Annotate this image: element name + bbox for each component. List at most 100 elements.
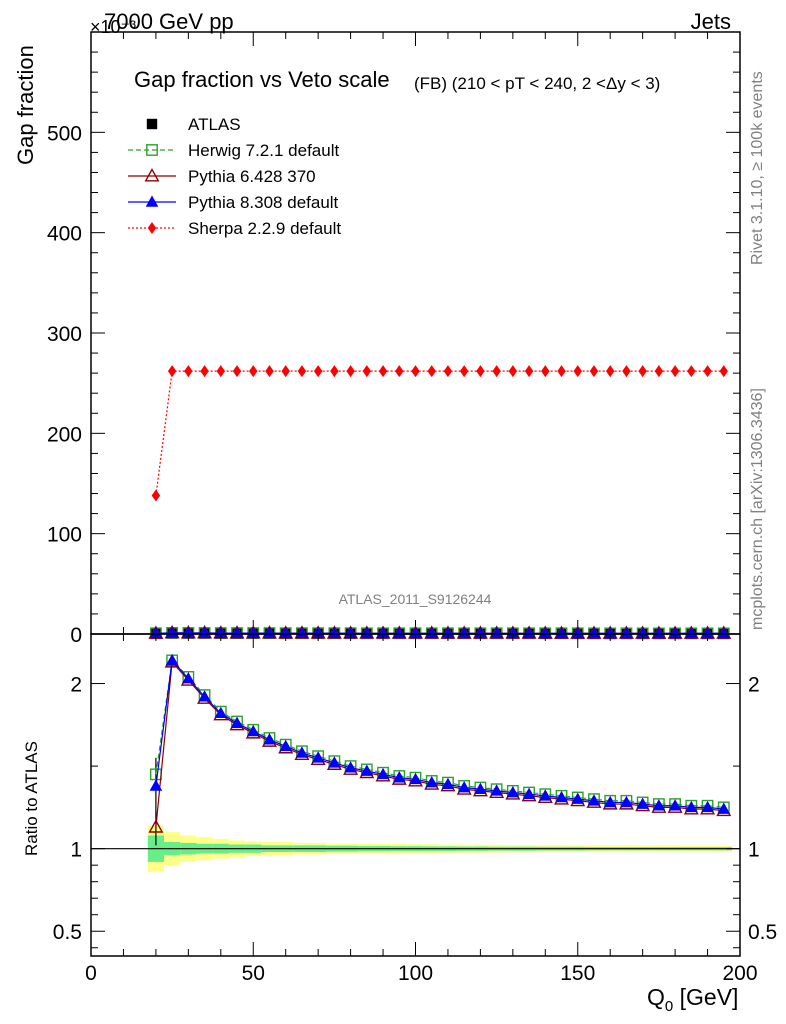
- pythia-8-308-default-point: [555, 626, 568, 639]
- pythia-8-308-default-point: [425, 776, 439, 788]
- sherpa-2-2-9-default-point: [411, 365, 420, 378]
- pythia-8-308-default-point: [295, 746, 309, 758]
- sherpa-2-2-9-default-point: [606, 365, 615, 378]
- pythia-8-308-default-point: [376, 626, 390, 639]
- y-exponent: ×10⁻³: [90, 17, 136, 37]
- pythia-8-308-default-point: [506, 786, 520, 798]
- ratio-y-axis-label: Ratio to ATLAS: [22, 741, 41, 856]
- pythia-8-308-default-point: [230, 716, 244, 728]
- pythia-8-308-default-point: [603, 626, 617, 639]
- pythia-8-308-default-point: [539, 789, 552, 801]
- pythia-6-428-370-point: [148, 819, 164, 833]
- pythia-8-308-default-point: [652, 799, 666, 811]
- pythia-8-308-default-point: [198, 690, 211, 702]
- pythia-8-308-default-point: [149, 779, 163, 791]
- sherpa-2-2-9-default-point: [346, 365, 355, 378]
- legend-marker-herwig-7-2-1-default: [146, 144, 158, 156]
- pythia-8-308-default-point: [360, 764, 374, 776]
- pythia-8-308-default-point: [668, 799, 682, 811]
- pythia-8-308-default-point: [717, 802, 731, 814]
- pythia-8-308-default-point: [620, 626, 633, 639]
- sherpa-2-2-9-default-point: [443, 365, 453, 378]
- legend-marker-sherpa-2-2-9-default: [147, 222, 157, 234]
- legend-label-herwig-7-2-1-default: Herwig 7.2.1 default: [188, 141, 339, 160]
- pythia-8-308-default-point: [149, 626, 163, 639]
- pythia-8-308-default-point: [636, 626, 649, 639]
- sherpa-2-2-9-default-point: [492, 365, 501, 378]
- x-tick-label: 50: [242, 962, 265, 985]
- sherpa-2-2-9-default-point: [589, 365, 599, 378]
- pythia-8-308-default-point: [246, 724, 260, 737]
- pythia-8-308-default-point: [587, 794, 601, 806]
- sherpa-2-2-9-default-point: [670, 365, 680, 378]
- pythia-8-308-default-point: [198, 626, 211, 638]
- pythia-8-308-default-point: [279, 626, 292, 638]
- pythia-8-308-default-point: [344, 761, 357, 773]
- sherpa-2-2-9-default-point: [151, 489, 161, 502]
- ratio-y-tick-label-right: 1: [748, 839, 760, 862]
- sherpa-2-2-9-default-point: [313, 365, 323, 378]
- legend-label-pythia-6-428-370: Pythia 6.428 370: [188, 167, 316, 186]
- pythia-8-308-default-point: [539, 626, 552, 639]
- main-y-tick-label: 400: [47, 223, 82, 246]
- pythia-8-308-default-point: [409, 772, 422, 785]
- sherpa-2-2-9-default-point: [427, 365, 436, 378]
- pythia-8-308-default-point: [685, 626, 698, 639]
- pythia-8-308-default-point: [636, 797, 649, 809]
- legend-marker-pythia-6-428-370: [144, 168, 160, 182]
- ratio-y-tick-label: 0.5: [53, 921, 82, 944]
- pythia-8-308-default-point: [392, 771, 406, 783]
- main-y-axis-label: Gap fraction: [13, 45, 38, 165]
- pythia-8-308-default-point: [668, 626, 682, 639]
- x-tick-label: 150: [560, 962, 595, 985]
- pythia-8-308-default-point: [620, 795, 633, 808]
- pythia-8-308-default-point: [490, 784, 503, 796]
- pythia-8-308-default-point: [409, 626, 422, 639]
- x-tick-label: 200: [722, 962, 757, 985]
- legend-label-pythia-8-308-default: Pythia 8.308 default: [188, 193, 339, 212]
- main-y-tick-label: 500: [47, 122, 82, 145]
- pythia-8-308-default-point: [441, 626, 455, 639]
- legend-label-atlas: ATLAS: [188, 115, 241, 134]
- sherpa-2-2-9-default-point: [281, 365, 290, 378]
- legend-marker-atlas: [146, 118, 158, 130]
- x-axis-label: Q0 [GeV]: [647, 984, 738, 1015]
- sherpa-2-2-9-default-point: [573, 365, 582, 378]
- ratio-y-tick-label: 1: [70, 839, 82, 862]
- pythia-8-308-default-point: [474, 626, 487, 639]
- pythia-8-308-default-point: [506, 626, 520, 639]
- sherpa-2-2-9-default-point: [378, 365, 388, 378]
- sherpa-2-2-9-default-point: [557, 365, 566, 378]
- sherpa-2-2-9-default-point: [703, 365, 712, 378]
- pythia-8-308-default-point: [490, 626, 503, 639]
- pythia-8-308-default-point: [587, 626, 601, 639]
- pythia-8-308-default-point: [457, 626, 471, 639]
- pythia-8-308-default-point: [230, 626, 244, 638]
- pythia-8-308-default-point: [522, 787, 536, 799]
- sherpa-2-2-9-default-point: [330, 365, 339, 378]
- sherpa-2-2-9-default-point: [232, 365, 242, 378]
- pythia-8-308-default-point: [360, 626, 374, 639]
- pythia-8-308-default-point: [214, 626, 228, 638]
- sherpa-2-2-9-default-line: [155, 370, 724, 496]
- pythia-8-308-default-point: [425, 626, 439, 639]
- ratio-y-tick-label-right: 2: [748, 674, 760, 697]
- sherpa-2-2-9-default-point: [395, 365, 404, 378]
- pythia-8-308-default-point: [279, 739, 292, 752]
- sherpa-2-2-9-default-point: [654, 365, 664, 378]
- sherpa-2-2-9-default-point: [524, 365, 534, 378]
- sherpa-2-2-9-default-point: [638, 365, 647, 378]
- sherpa-2-2-9-default-point: [249, 365, 258, 378]
- x-tick-label: 0: [85, 962, 97, 985]
- main-y-tick-label: 100: [47, 524, 82, 547]
- analysis-watermark: ATLAS_2011_S9126244: [339, 591, 492, 607]
- ratio-y-tick-label: 2: [70, 674, 82, 697]
- pythia-8-308-default-point: [263, 626, 276, 638]
- ratio-panel: Ratio to ATLAS Q0 [GeV] 0.5 0.5 1 1 2 2 0 50 100…: [22, 633, 777, 1015]
- mcplots-label: mcplots.cern.ch [arXiv:1306.3436]: [749, 388, 766, 630]
- pythia-8-308-default-point: [522, 626, 536, 639]
- main-y-tick-label: 0: [70, 624, 82, 647]
- pythia-8-308-default-point: [571, 792, 585, 804]
- chart-subtitle: (FB) (210 < pT < 240, 2 <Δy < 3): [414, 74, 660, 93]
